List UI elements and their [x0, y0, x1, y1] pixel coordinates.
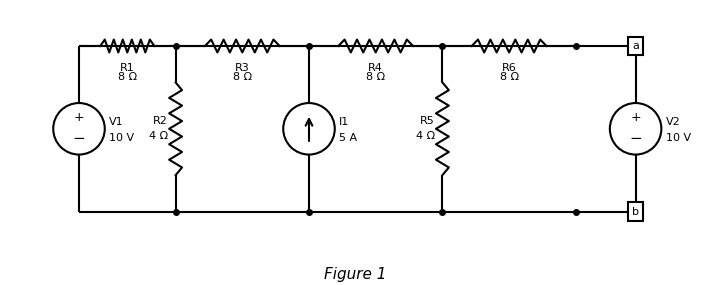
Text: R4: R4: [368, 63, 383, 73]
Text: 10 V: 10 V: [666, 133, 691, 143]
Text: −: −: [629, 131, 642, 146]
Text: V1: V1: [109, 117, 124, 127]
Text: b: b: [632, 207, 639, 217]
Text: 5 A: 5 A: [339, 133, 358, 143]
Text: 10 V: 10 V: [109, 133, 134, 143]
Text: a: a: [632, 41, 639, 51]
Text: +: +: [630, 111, 641, 125]
Bar: [628, 37, 643, 55]
Text: 4 Ω: 4 Ω: [149, 131, 168, 141]
Text: R6: R6: [502, 63, 516, 73]
Text: 8 Ω: 8 Ω: [233, 72, 252, 82]
Text: R5: R5: [420, 117, 435, 127]
Text: 8 Ω: 8 Ω: [366, 72, 386, 82]
Text: −: −: [72, 131, 85, 146]
Text: 8 Ω: 8 Ω: [500, 72, 519, 82]
Text: R1: R1: [120, 63, 135, 73]
Text: 4 Ω: 4 Ω: [416, 131, 435, 141]
Bar: [628, 202, 643, 221]
Text: V2: V2: [666, 117, 681, 127]
Text: R2: R2: [153, 117, 168, 127]
Text: +: +: [74, 111, 84, 125]
Text: 8 Ω: 8 Ω: [118, 72, 137, 82]
Text: R3: R3: [235, 63, 250, 73]
Text: Figure 1: Figure 1: [324, 267, 386, 282]
Text: I1: I1: [339, 117, 349, 127]
